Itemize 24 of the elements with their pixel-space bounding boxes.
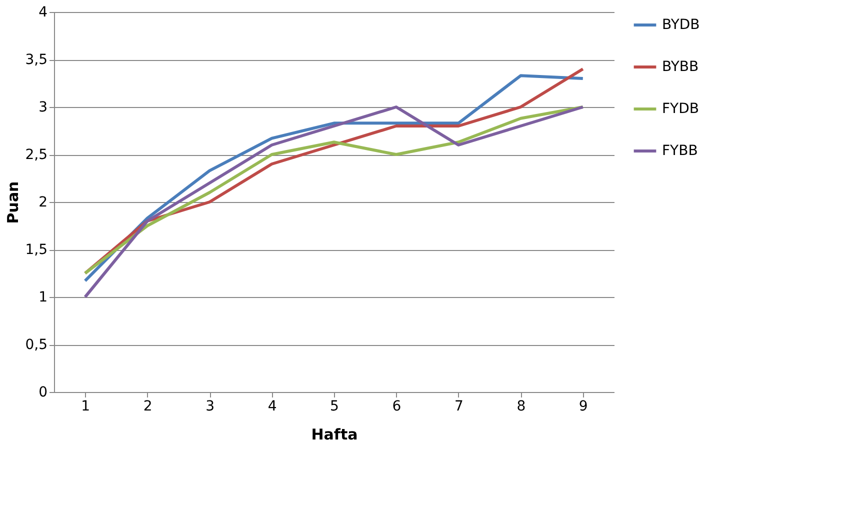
y-tick-label: 0,5 (25, 337, 48, 353)
y-tick-label: 0 (38, 384, 48, 400)
y-axis-title: Puan (4, 181, 22, 224)
x-tick-label: 8 (516, 398, 526, 414)
x-tick-label: 4 (268, 398, 277, 414)
y-tick-label: 1 (38, 290, 48, 306)
y-tick-label: 2 (38, 194, 48, 210)
x-tick-label: 2 (143, 398, 152, 414)
x-tick-label: 7 (454, 398, 464, 414)
x-tick-label: 6 (392, 398, 402, 414)
legend-label: FYDB (662, 101, 699, 117)
y-tick-label: 1,5 (25, 242, 48, 258)
x-tick-label: 5 (330, 398, 339, 414)
y-tick-label: 4 (38, 4, 48, 20)
legend-label: BYBB (662, 59, 699, 75)
x-tick-label: 3 (206, 398, 215, 414)
legend-label: FYBB (662, 143, 698, 159)
x-axis-title: Hafta (311, 426, 358, 444)
y-tick-label: 2,5 (25, 147, 48, 163)
x-tick-label: 9 (578, 398, 588, 414)
y-tick-label: 3,5 (25, 52, 48, 68)
x-tick-label: 1 (81, 398, 90, 414)
legend-label: BYDB (662, 17, 700, 33)
y-tick-label: 3 (38, 100, 48, 116)
